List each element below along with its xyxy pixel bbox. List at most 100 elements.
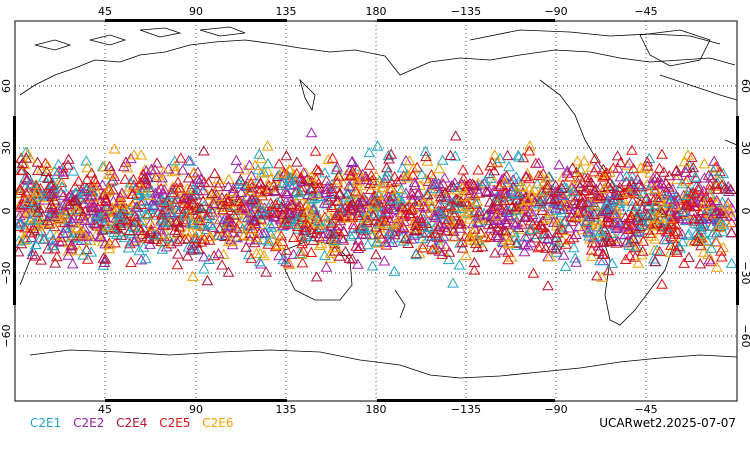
triangle-icon xyxy=(198,263,210,274)
left-latitude-labels: 60 30 0 −30 −60 xyxy=(0,79,13,348)
triangle-icon xyxy=(132,189,145,200)
triangle-icon xyxy=(441,224,453,236)
triangle-icon xyxy=(128,149,140,160)
triangle-icon xyxy=(602,195,615,206)
triangle-icon xyxy=(396,162,409,173)
triangle-icon xyxy=(201,274,214,286)
triangle-icon xyxy=(177,191,190,202)
triangle-icon xyxy=(711,261,723,272)
triangle-icon xyxy=(688,212,700,224)
triangle-icon xyxy=(296,257,309,268)
triangle-icon xyxy=(88,173,101,185)
triangle-icon xyxy=(425,169,438,180)
triangle-icon xyxy=(401,172,414,183)
triangle-icon xyxy=(53,174,66,185)
triangle-icon xyxy=(84,234,97,246)
triangle-icon xyxy=(407,162,420,174)
triangle-icon xyxy=(258,249,270,261)
triangle-icon xyxy=(488,149,501,160)
triangle-icon xyxy=(72,175,85,186)
triangle-icon xyxy=(351,177,363,188)
triangle-icon xyxy=(714,218,726,229)
triangle-icon xyxy=(406,189,418,200)
triangle-icon xyxy=(268,210,280,222)
triangle-icon xyxy=(602,231,615,242)
triangle-icon xyxy=(42,243,54,254)
triangle-icon xyxy=(26,248,39,260)
triangle-icon xyxy=(291,156,303,167)
triangle-icon xyxy=(171,193,184,204)
triangle-icon xyxy=(620,176,633,187)
triangle-icon xyxy=(502,190,515,202)
triangle-icon xyxy=(513,188,526,199)
triangle-icon xyxy=(257,233,270,245)
triangle-icon xyxy=(30,185,43,197)
triangle-icon xyxy=(223,195,235,206)
triangle-icon xyxy=(198,233,211,244)
triangle-icon xyxy=(610,207,623,219)
triangle-icon xyxy=(301,205,314,216)
triangle-icon xyxy=(677,205,690,216)
triangle-icon xyxy=(185,244,198,255)
triangle-icon xyxy=(549,202,562,213)
triangle-icon xyxy=(532,241,545,253)
triangle-icon xyxy=(296,175,308,186)
triangle-icon xyxy=(62,245,75,256)
triangle-icon xyxy=(605,205,618,216)
triangle-icon xyxy=(439,187,452,198)
triangle-icon xyxy=(556,182,568,193)
triangle-icon xyxy=(181,225,193,237)
triangle-icon xyxy=(584,226,597,237)
bottom-lon-label: −135 xyxy=(451,403,481,416)
triangle-icon xyxy=(105,175,118,186)
triangle-icon xyxy=(409,179,421,190)
triangle-icon xyxy=(656,148,668,159)
triangle-icon xyxy=(47,178,59,189)
triangle-icon xyxy=(135,195,148,206)
triangle-icon xyxy=(79,205,92,216)
triangle-icon xyxy=(58,216,71,228)
triangle-icon xyxy=(558,181,571,192)
triangle-icon xyxy=(174,233,186,244)
triangle-icon xyxy=(102,183,115,194)
triangle-icon xyxy=(470,237,482,248)
triangle-icon xyxy=(81,173,93,184)
triangle-icon xyxy=(656,196,669,207)
triangle-icon xyxy=(647,172,660,183)
triangle-icon xyxy=(343,252,356,263)
triangle-icon xyxy=(99,253,112,264)
triangle-icon xyxy=(569,252,582,263)
triangle-icon xyxy=(563,222,575,233)
triangle-icon xyxy=(641,209,654,220)
triangle-icon xyxy=(239,203,252,214)
triangle-icon xyxy=(227,182,240,193)
bottom-lon-label: −45 xyxy=(634,403,657,416)
triangle-icon xyxy=(222,266,235,277)
triangle-icon xyxy=(483,167,496,179)
triangle-icon xyxy=(496,204,509,215)
triangle-icon xyxy=(25,177,38,189)
triangle-icon xyxy=(165,238,177,249)
triangle-icon xyxy=(285,198,297,209)
triangle-icon xyxy=(19,172,31,184)
triangle-icon xyxy=(498,172,510,183)
triangle-icon xyxy=(369,207,382,219)
triangle-icon xyxy=(46,187,59,199)
triangle-icon xyxy=(187,197,200,209)
triangle-icon xyxy=(651,244,663,255)
triangle-icon xyxy=(42,172,54,183)
triangle-icon xyxy=(414,212,427,223)
triangle-icon xyxy=(128,210,141,221)
triangle-icon xyxy=(172,248,184,259)
triangle-icon xyxy=(717,167,730,179)
triangle-icon xyxy=(252,208,265,219)
triangle-icon xyxy=(216,259,228,270)
triangle-icon xyxy=(532,223,544,234)
triangle-icon xyxy=(240,241,253,252)
triangle-icon xyxy=(524,223,537,234)
triangle-icon xyxy=(128,221,141,233)
triangle-icon xyxy=(122,242,135,253)
triangle-icon xyxy=(276,208,289,220)
top-lon-label: −135 xyxy=(451,5,481,18)
triangle-icon xyxy=(585,176,598,188)
